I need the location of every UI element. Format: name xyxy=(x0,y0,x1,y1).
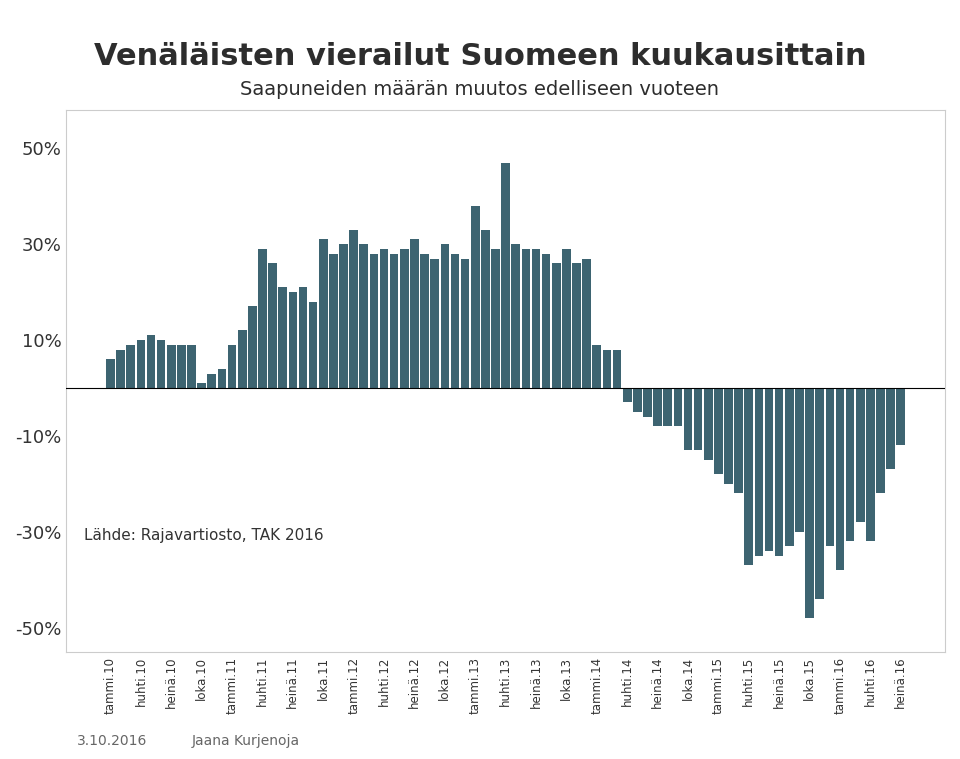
Bar xyxy=(856,388,865,522)
Bar xyxy=(461,259,469,388)
Bar xyxy=(592,345,601,388)
Bar xyxy=(136,340,145,388)
Bar xyxy=(116,350,125,388)
Bar xyxy=(156,340,165,388)
Text: 3.10.2016: 3.10.2016 xyxy=(77,735,147,748)
Bar xyxy=(481,230,490,388)
Bar xyxy=(897,388,905,446)
Text: Saapuneiden määrän muutos edelliseen vuoteen: Saapuneiden määrän muutos edelliseen vuo… xyxy=(241,80,719,99)
Bar xyxy=(359,244,368,388)
Bar xyxy=(876,388,885,493)
Bar xyxy=(775,388,783,556)
Bar xyxy=(167,345,176,388)
Bar xyxy=(471,206,480,388)
Bar xyxy=(268,263,276,388)
Bar xyxy=(835,388,844,570)
Bar xyxy=(674,388,683,427)
Bar xyxy=(886,388,895,470)
Bar xyxy=(744,388,753,565)
Bar xyxy=(278,287,287,388)
Bar xyxy=(654,388,661,427)
Bar xyxy=(795,388,804,532)
Bar xyxy=(218,369,227,388)
Bar xyxy=(147,335,156,388)
Bar xyxy=(572,263,581,388)
Bar xyxy=(107,359,115,388)
Bar xyxy=(866,388,875,541)
Bar xyxy=(390,254,398,388)
Bar xyxy=(430,259,439,388)
Bar xyxy=(612,350,621,388)
Bar xyxy=(187,345,196,388)
Bar xyxy=(289,292,298,388)
Bar xyxy=(309,301,318,388)
Bar xyxy=(532,249,540,388)
Bar xyxy=(552,263,561,388)
Bar xyxy=(846,388,854,541)
Bar xyxy=(521,249,530,388)
Bar xyxy=(633,388,641,412)
Bar xyxy=(400,249,409,388)
Text: Lähde: Rajavartiosto, TAK 2016: Lähde: Rajavartiosto, TAK 2016 xyxy=(84,528,324,543)
Bar xyxy=(734,388,743,493)
Bar xyxy=(765,388,774,551)
Bar xyxy=(450,254,459,388)
Bar xyxy=(339,244,348,388)
Bar xyxy=(724,388,732,483)
Bar xyxy=(826,388,834,546)
Bar xyxy=(248,307,256,388)
Bar xyxy=(583,259,591,388)
Bar xyxy=(207,373,216,388)
Bar xyxy=(441,244,449,388)
Bar xyxy=(663,388,672,427)
Bar xyxy=(349,230,358,388)
Bar xyxy=(319,239,327,388)
Bar xyxy=(815,388,824,599)
Bar xyxy=(410,239,419,388)
Text: Venäläisten vierailut Suomeen kuukausittain: Venäläisten vierailut Suomeen kuukausitt… xyxy=(94,42,866,71)
Bar xyxy=(370,254,378,388)
Bar xyxy=(603,350,612,388)
Bar xyxy=(420,254,429,388)
Bar xyxy=(329,254,338,388)
Bar xyxy=(299,287,307,388)
Text: Jaana Kurjenoja: Jaana Kurjenoja xyxy=(192,735,300,748)
Bar xyxy=(785,388,794,546)
Bar xyxy=(380,249,389,388)
Bar xyxy=(805,388,814,618)
Bar xyxy=(198,383,206,388)
Bar xyxy=(258,249,267,388)
Bar xyxy=(501,162,510,388)
Bar xyxy=(177,345,185,388)
Bar xyxy=(704,388,712,460)
Bar xyxy=(755,388,763,556)
Bar xyxy=(563,249,570,388)
Bar xyxy=(643,388,652,417)
Bar xyxy=(492,249,500,388)
Bar xyxy=(684,388,692,450)
Bar xyxy=(238,330,247,388)
Bar xyxy=(127,345,135,388)
Bar xyxy=(694,388,703,450)
Bar xyxy=(228,345,236,388)
Bar xyxy=(623,388,632,402)
Bar xyxy=(714,388,723,474)
Bar xyxy=(541,254,550,388)
Bar xyxy=(512,244,520,388)
